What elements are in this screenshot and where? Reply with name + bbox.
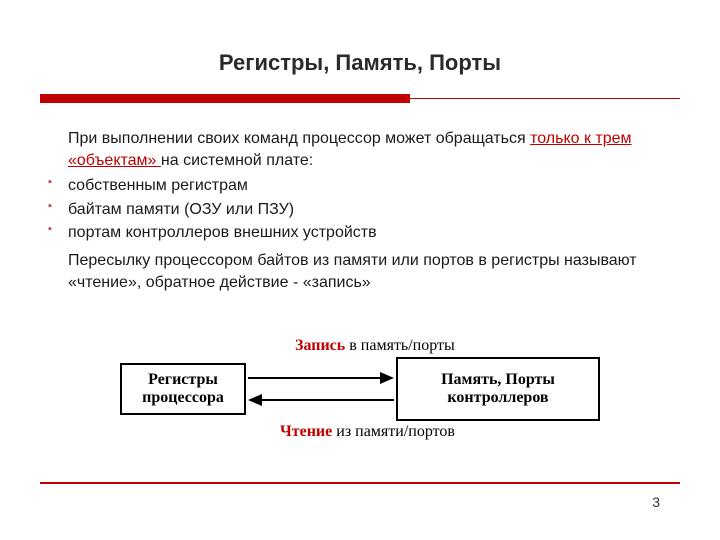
footer-rule xyxy=(40,482,680,484)
slide-title: Регистры, Память, Порты xyxy=(40,50,680,76)
intro-post: на системной плате: xyxy=(161,152,313,169)
list-item: портам контроллеров внешних устройств xyxy=(48,222,670,244)
label-write: Запись в память/порты xyxy=(295,337,455,355)
label-write-red: Запись xyxy=(295,337,345,354)
intro-paragraph: При выполнении своих команд процессор мо… xyxy=(68,128,670,171)
label-read: Чтение из памяти/портов xyxy=(280,423,455,441)
label-write-black: в память/порты xyxy=(345,337,455,354)
label-read-black: из памяти/портов xyxy=(332,423,455,440)
rule-thick xyxy=(40,94,410,103)
box-registers: Регистры процессора xyxy=(120,363,246,415)
body-text: При выполнении своих команд процессор мо… xyxy=(40,128,680,293)
intro-pre: При выполнении своих команд процессор мо… xyxy=(68,130,530,147)
list-item: собственным регистрам xyxy=(48,175,670,197)
diagram: Регистры процессора Память, Порты контро… xyxy=(120,321,600,461)
page-number: 3 xyxy=(652,494,660,510)
box-memory-ports: Память, Порты контроллеров xyxy=(396,357,600,421)
arrow-write-head xyxy=(380,372,394,384)
label-read-red: Чтение xyxy=(280,423,332,440)
summary-paragraph: Пересылку процессором байтов из памяти и… xyxy=(68,250,670,293)
title-rule xyxy=(40,94,680,104)
bullet-list: собственным регистрам байтам памяти (ОЗУ… xyxy=(68,175,670,244)
arrow-read-line xyxy=(260,399,394,401)
list-item: байтам памяти (ОЗУ или ПЗУ) xyxy=(48,199,670,221)
arrow-write-line xyxy=(248,377,382,379)
arrow-read-head xyxy=(248,394,262,406)
